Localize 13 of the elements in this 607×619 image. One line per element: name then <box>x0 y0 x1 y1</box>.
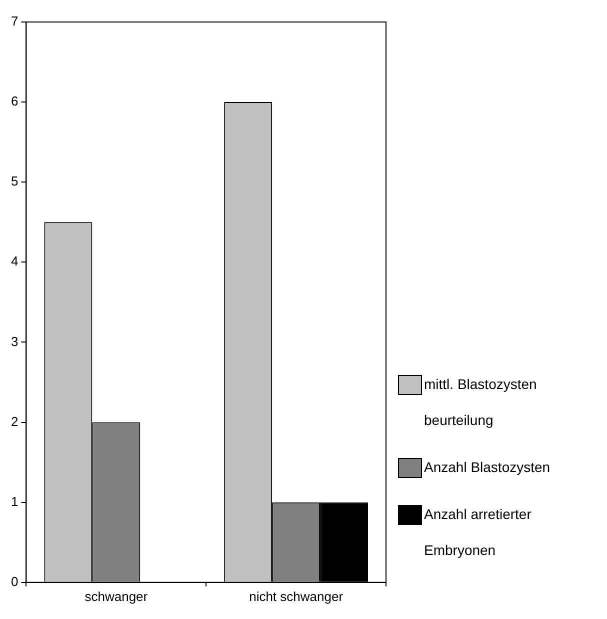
y-tick-label: 7 <box>10 14 18 29</box>
y-tick-label: 3 <box>10 334 18 349</box>
y-tick-label: 5 <box>10 174 18 189</box>
text: Anzahl arretierter Embryonen <box>424 506 532 558</box>
y-tick-label: 4 <box>10 254 18 269</box>
x-tick-label: schwanger <box>84 588 148 604</box>
y-tick-label: 2 <box>10 414 18 429</box>
y-tick-label: 6 <box>10 94 18 109</box>
y-tick-label: 0 <box>10 574 18 589</box>
y-tick-label: 1 <box>10 494 18 509</box>
x-tick-label: nicht schwanger <box>249 588 344 604</box>
text: mittl. Blastozysten beurteilung <box>424 376 537 428</box>
legend-label: Anzahl Blastozysten <box>424 458 552 477</box>
